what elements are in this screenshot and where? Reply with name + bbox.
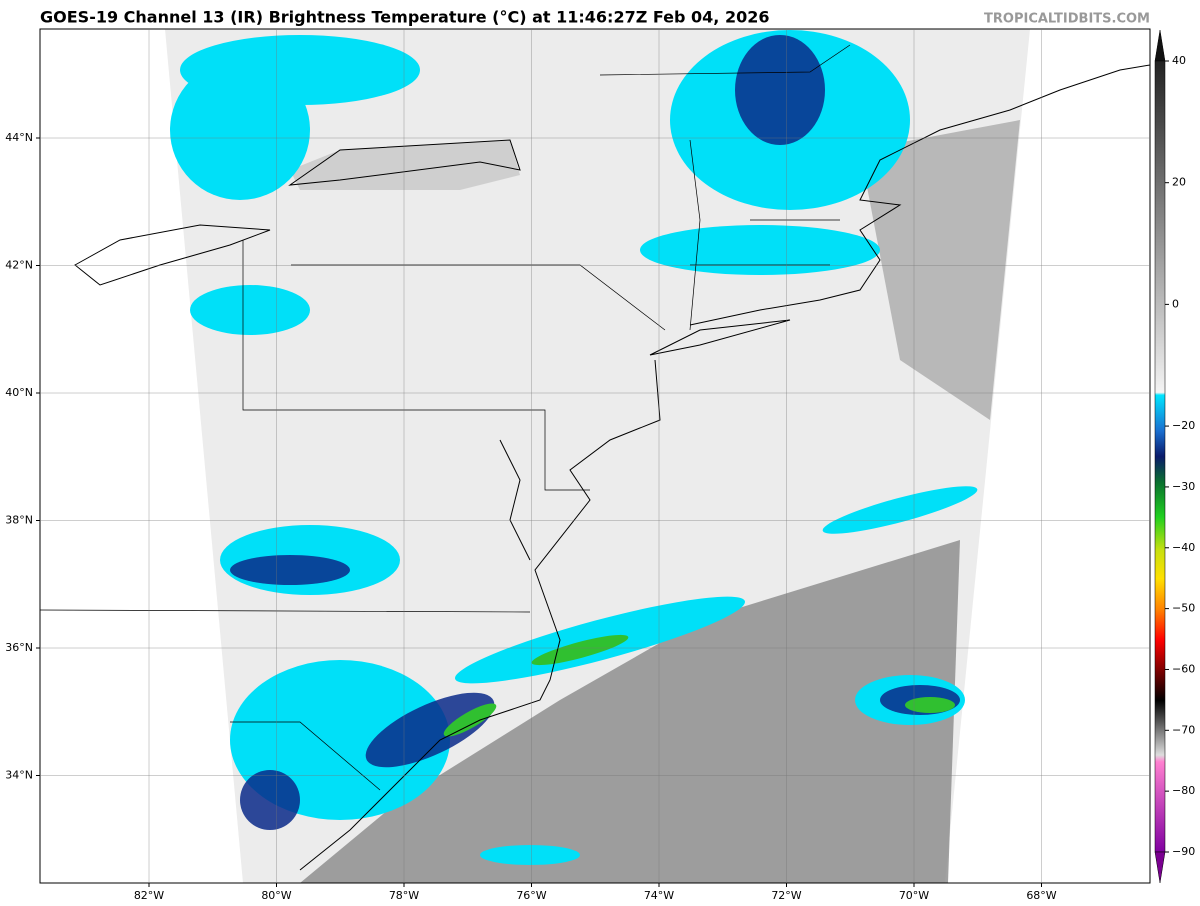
lake-erie <box>74 224 271 286</box>
lon-tick-label: 76°W <box>516 889 546 902</box>
colorbar <box>1154 60 1166 853</box>
colorbar-tick-label: −90 <box>1172 845 1195 858</box>
colorbar-tick-label: 40 <box>1172 54 1186 67</box>
graticule: 44°N 42°N 40°N 38°N 36°N 34°N 82°W 80°W 78°W 76°W… <box>5 29 1150 902</box>
lon-tick-label: 68°W <box>1026 889 1056 902</box>
imagery <box>40 29 1150 883</box>
new-england-coast <box>689 64 1150 326</box>
colorbar-tick-label: 20 <box>1172 176 1186 189</box>
lon-tick-label: 82°W <box>134 889 164 902</box>
lon-tick-label: 72°W <box>771 889 801 902</box>
lon-tick-label: 78°W <box>389 889 419 902</box>
lon-tick-label: 80°W <box>261 889 291 902</box>
borders <box>40 44 851 791</box>
credit: TROPICALTIDBITS.COM <box>984 12 1150 27</box>
lat-tick-label: 36°N <box>5 641 33 654</box>
lat-tick-label: 44°N <box>5 131 33 144</box>
colorbar-tick-label: −50 <box>1172 602 1195 615</box>
lat-tick-label: 38°N <box>5 514 33 527</box>
colorbar-top-extend <box>1154 29 1166 62</box>
cloud-gray <box>860 120 1020 420</box>
map-title: GOES-19 Channel 13 (IR) Brightness Tempe… <box>40 8 769 27</box>
colorbar-tick-label: −60 <box>1172 662 1195 675</box>
chesapeake <box>499 439 531 561</box>
cold-cloud-gray <box>300 540 960 883</box>
state-borders <box>40 44 851 791</box>
lake-cloud <box>290 140 520 190</box>
coastlines <box>74 64 1150 871</box>
atlantic-coast <box>299 319 791 871</box>
colorbar-tick-label: −70 <box>1172 723 1195 736</box>
colorbar-tick-label: −20 <box>1172 419 1195 432</box>
lake-ontario <box>288 139 521 186</box>
deep-clouds <box>230 35 960 830</box>
colorbar-tick-label: 0 <box>1172 297 1179 310</box>
lat-tick-label: 40°N <box>5 386 33 399</box>
colorbar-bottom-extend <box>1154 851 1166 884</box>
lon-tick-label: 70°W <box>899 889 929 902</box>
pennsylvania-border <box>242 240 590 491</box>
lat-tick-label: 42°N <box>5 259 33 272</box>
lat-tick-label: 34°N <box>5 769 33 782</box>
colorbar-tick-label: −80 <box>1172 784 1195 797</box>
map-frame <box>39 28 1151 884</box>
colorbar-tick-label: −30 <box>1172 480 1195 493</box>
colorbar-tick-label: −40 <box>1172 541 1195 554</box>
lon-tick-label: 74°W <box>644 889 674 902</box>
